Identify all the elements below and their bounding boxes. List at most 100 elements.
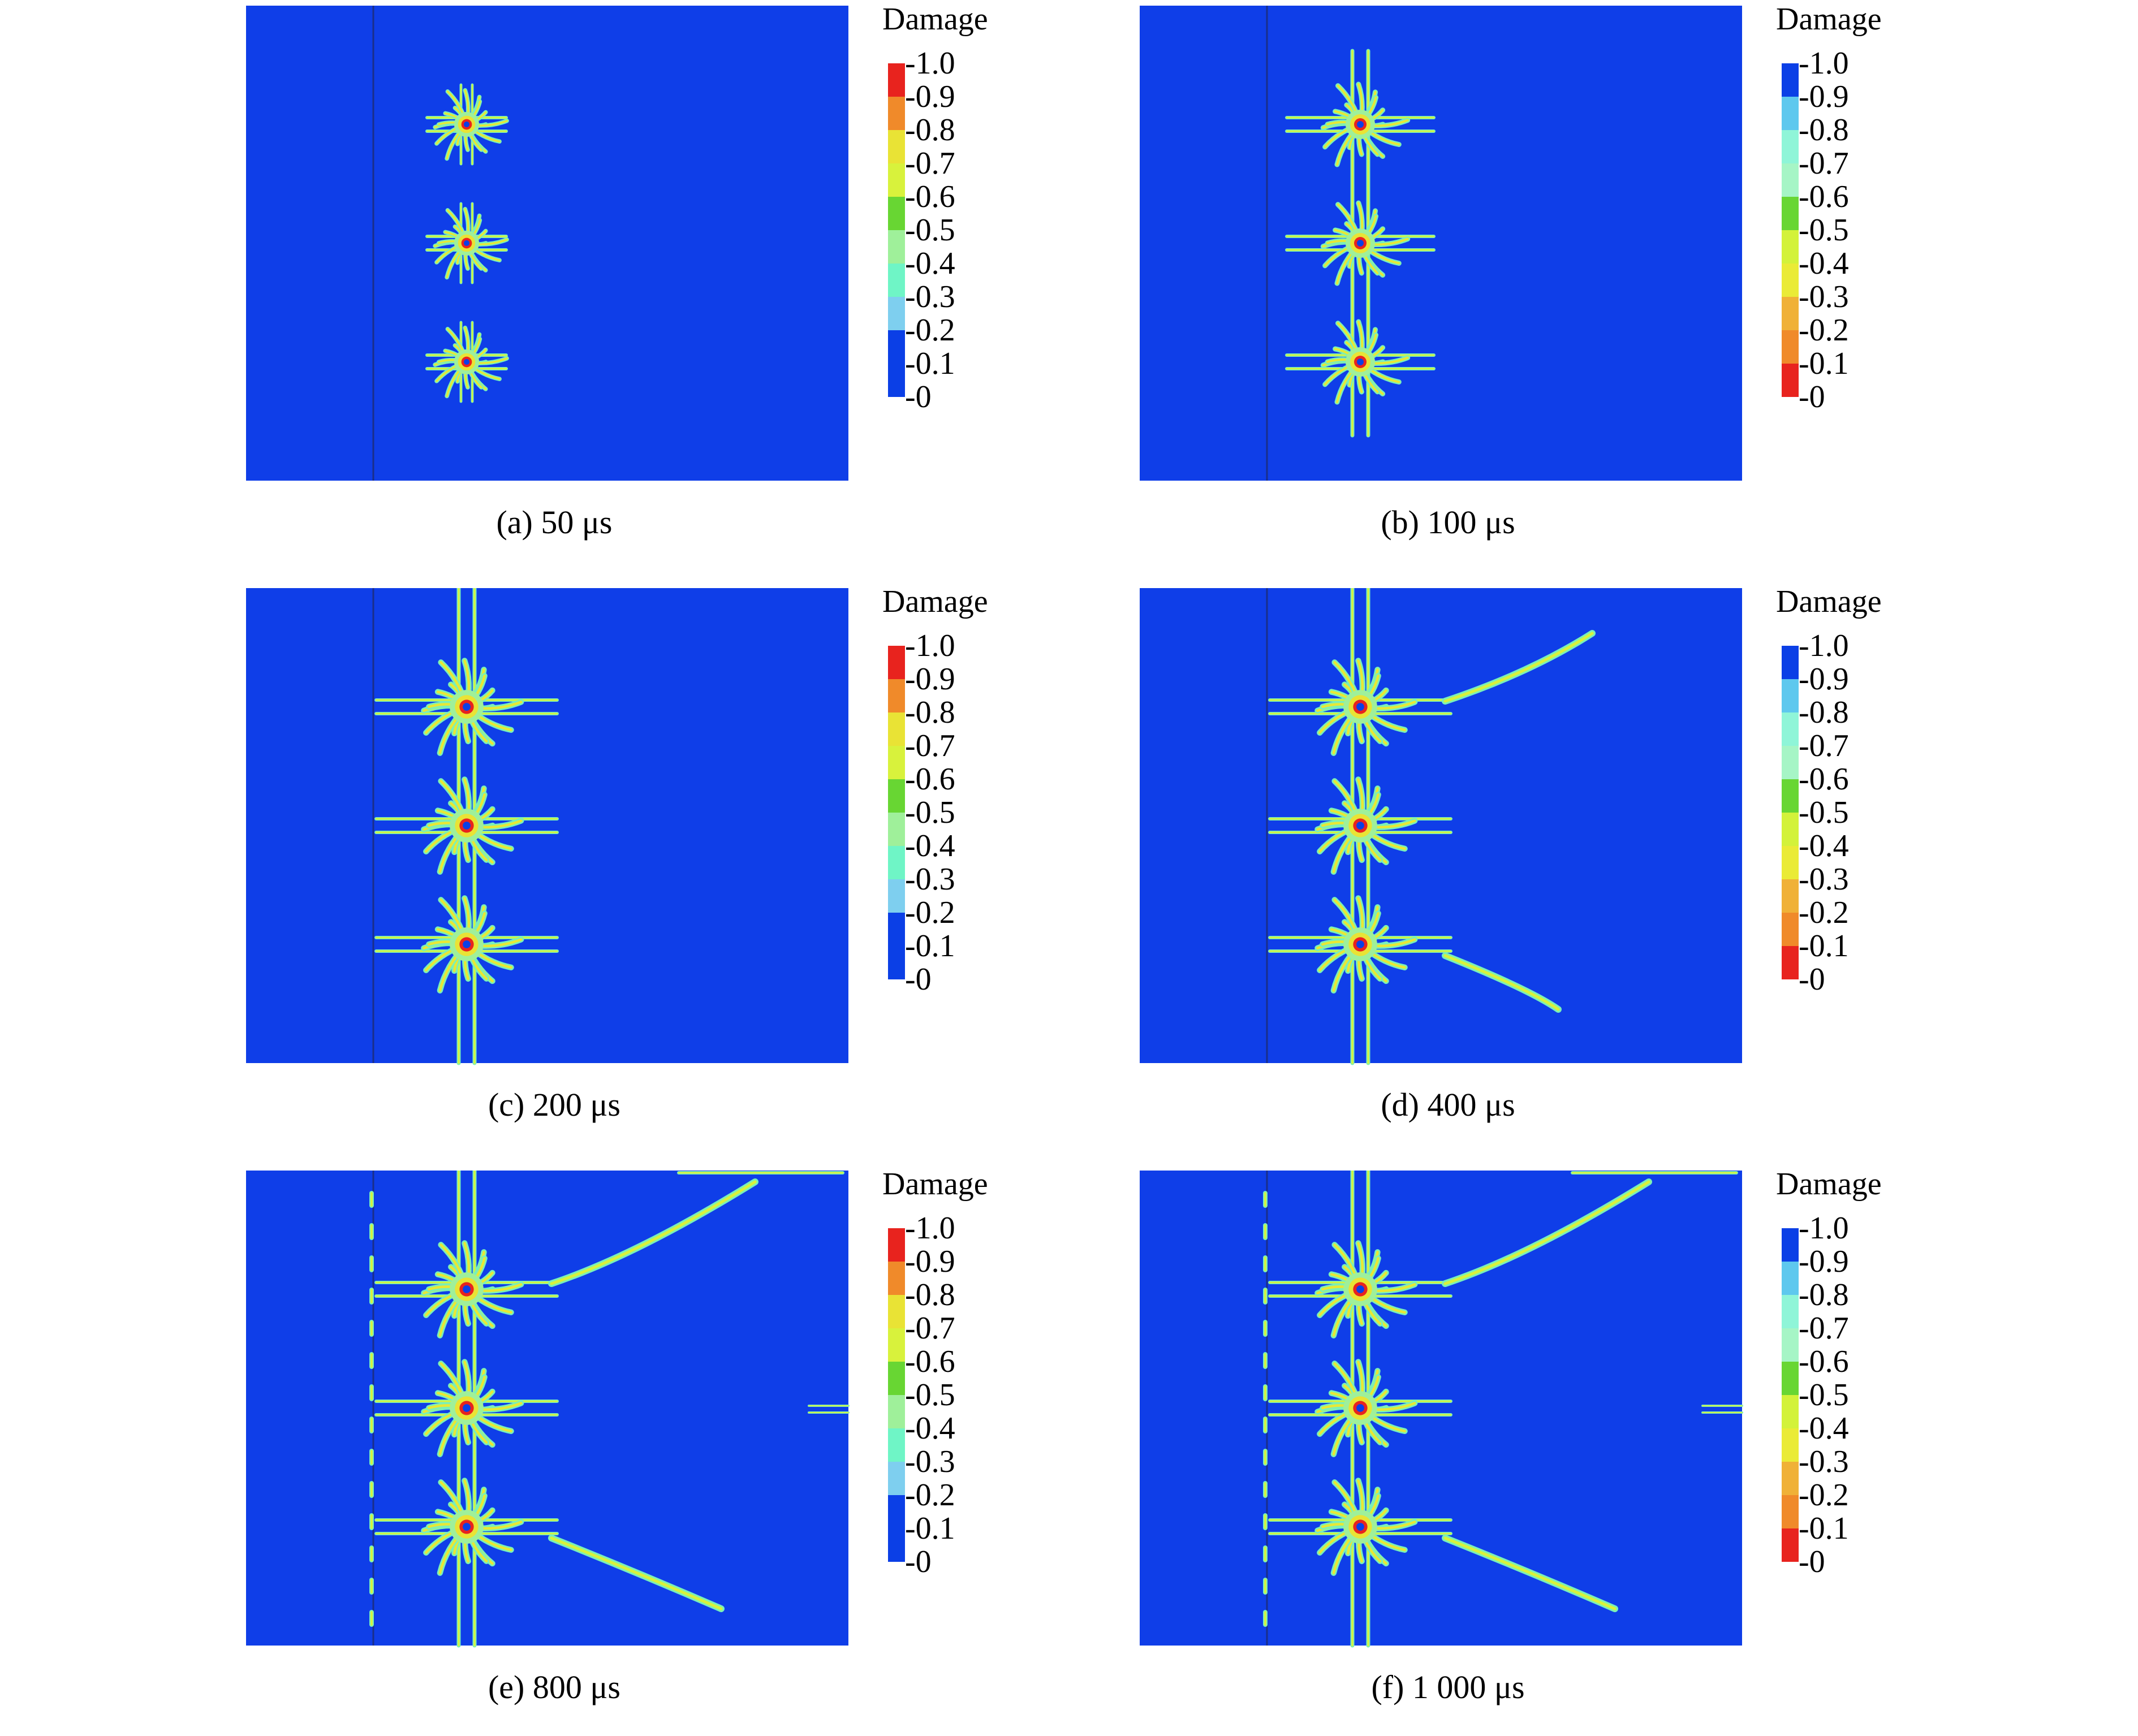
legend-tick-label: -0.5	[905, 795, 955, 830]
panel-caption: (a) 50 μs	[496, 504, 613, 541]
legend-tick-label: -0.7	[905, 146, 955, 181]
legend-tick-label: -0.1	[1799, 346, 1849, 381]
legend-color-bar	[888, 1228, 905, 1562]
legend-swatch-6	[888, 1395, 905, 1428]
rock-domain	[246, 6, 848, 481]
legend-tick-label: -0.8	[1799, 695, 1849, 730]
legend-tick-label: -0	[905, 962, 932, 997]
legend-tick-label: -1.0	[1799, 46, 1849, 81]
legend-swatch-2	[1782, 679, 1799, 712]
legend-tick-label: -0.1	[1799, 929, 1849, 964]
legend-swatch-7	[888, 264, 905, 297]
legend-swatch-2	[888, 1262, 905, 1295]
legend-tick-label: -0.1	[905, 1511, 955, 1546]
legend-swatch-1	[888, 1228, 905, 1262]
blast-hole-1	[421, 1240, 524, 1338]
legend-swatch-3	[888, 1295, 905, 1328]
legend-swatch-1	[1782, 646, 1799, 679]
legend-tick-label: -1.0	[905, 46, 955, 81]
legend-tick-label: -0.8	[905, 695, 955, 730]
blast-hole-2	[1314, 1359, 1418, 1457]
legend-tick-label: -0.7	[1799, 728, 1849, 763]
legend-tick-label: -0.1	[905, 929, 955, 964]
blast-hole-3	[1314, 1478, 1418, 1576]
legend-tick-label: -0	[1799, 1544, 1825, 1579]
legend-tick-label: -0.4	[905, 246, 955, 281]
legend-tick-label: -0.2	[1799, 1478, 1849, 1513]
legend-tick-label: -0.5	[905, 213, 955, 248]
damage-field	[1140, 1171, 1743, 1648]
panel-caption: (e) 800 μs	[488, 1669, 621, 1705]
legend-swatch-7	[888, 846, 905, 879]
legend-swatch-6	[1782, 1395, 1799, 1428]
rock-domain	[1140, 6, 1742, 481]
legend-swatch-10	[1782, 364, 1799, 397]
legend-tick-label: -0.6	[905, 762, 955, 797]
legend-swatch-6	[888, 813, 905, 846]
legend-swatch-10	[888, 364, 905, 397]
diagonal-crack-upper	[1442, 630, 1596, 705]
legend-tick-label: -1.0	[1799, 628, 1849, 663]
legend-tick-label: -0.3	[905, 1444, 955, 1479]
legend-tick-label: -0.3	[1799, 279, 1849, 314]
blast-hole-2	[421, 776, 524, 875]
rock-domain	[1140, 1171, 1742, 1646]
panel-a: Damage -1.0 -0.9 -0.8 -0.7 -0.6 -0.5 -0.4 -0.3 -0…	[243, 2, 1035, 571]
legend-tick-label: -0	[1799, 962, 1825, 997]
legend-tick-label: -0.4	[1799, 1411, 1849, 1446]
legend-swatch-9	[888, 913, 905, 946]
legend-tick-label: -0.2	[905, 313, 955, 348]
legend-tick-label: -0.7	[905, 728, 955, 763]
diagonal-crack-upper	[548, 1178, 758, 1287]
legend-tick-label: -0.9	[1799, 79, 1849, 114]
legend-swatch-1	[1782, 63, 1799, 97]
legend-tick-label: -0.9	[905, 662, 955, 697]
panel-caption: (c) 200 μs	[488, 1086, 621, 1123]
legend-swatch-6	[1782, 813, 1799, 846]
legend-tick-label: -0.5	[905, 1377, 955, 1413]
legend-tick-label: -0.3	[1799, 1444, 1849, 1479]
legend-swatch-4	[888, 163, 905, 197]
legend-color-bar	[888, 646, 905, 979]
legend-swatch-4	[888, 1328, 905, 1362]
blast-hole-1	[1320, 81, 1411, 167]
legend-swatch-9	[888, 1495, 905, 1528]
blast-hole-3	[421, 895, 524, 994]
legend-swatch-5	[1782, 779, 1799, 813]
panel-f: Damage -1.0 -0.9 -0.8 -0.7 -0.6 -0.5 -0.4 -0.3 -0…	[1137, 1167, 1929, 1736]
blast-hole-3	[1314, 895, 1418, 994]
blast-hole-2	[421, 1359, 524, 1457]
diagonal-crack-lower	[1442, 1535, 1618, 1612]
legend-tick-label: -0.6	[905, 1344, 955, 1379]
legend-tick-label: -0.8	[1799, 1277, 1849, 1312]
diagonal-crack-upper	[1442, 1178, 1652, 1287]
legend-swatch-8	[1782, 297, 1799, 330]
damage-field	[246, 588, 848, 1065]
legend-swatch-2	[1782, 97, 1799, 130]
legend-swatch-1	[888, 646, 905, 679]
panel-caption: (b) 100 μs	[1381, 504, 1515, 541]
panel-caption: (d) 400 μs	[1381, 1086, 1515, 1123]
legend-tick-label: -0.5	[1799, 213, 1849, 248]
legend-tick-label: -0.2	[905, 895, 955, 930]
panel-caption: (f) 1 000 μs	[1371, 1669, 1525, 1705]
legend-tick-label: -0.7	[905, 1311, 955, 1346]
legend-swatch-1	[888, 63, 905, 97]
rock-domain	[246, 588, 848, 1063]
legend-swatch-7	[1782, 1428, 1799, 1462]
legend-tick-label: -0	[1799, 379, 1825, 414]
panel-c: Damage -1.0 -0.9 -0.8 -0.7 -0.6 -0.5 -0.4 -0.3 -0…	[243, 584, 1035, 1154]
blast-hole-3	[1320, 319, 1411, 405]
legend-swatch-10	[888, 946, 905, 979]
damage-field	[246, 1171, 850, 1648]
panel-b: Damage -1.0 -0.9 -0.8 -0.7 -0.6 -0.5 -0.4 -0.3 -0…	[1137, 2, 1929, 571]
legend-tick-label: -0.6	[1799, 1344, 1849, 1379]
blast-hole-3	[421, 1478, 524, 1576]
legend-swatch-4	[888, 746, 905, 779]
legend-swatch-10	[1782, 1528, 1799, 1562]
legend-tick-label: -0.7	[1799, 146, 1849, 181]
legend-swatch-9	[1782, 1495, 1799, 1528]
legend-tick-label: -0.5	[1799, 795, 1849, 830]
legend-color-bar	[1782, 63, 1799, 397]
legend-title: Damage	[882, 1167, 988, 1202]
